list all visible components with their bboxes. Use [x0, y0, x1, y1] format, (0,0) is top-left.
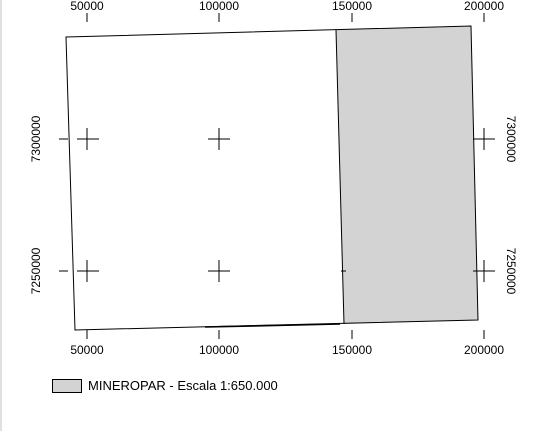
graticule-cross — [473, 260, 495, 282]
map-legend: MINEROPAR - Escala 1:650.000 — [52, 378, 278, 393]
top-tick-label: 200000 — [464, 0, 504, 13]
graticule-cross — [77, 128, 99, 150]
graticule-crosses — [77, 128, 495, 282]
left-tick-label: 7300000 — [29, 115, 43, 162]
right-tick-label: 7300000 — [504, 116, 518, 163]
bottom-tick-label: 150000 — [332, 343, 372, 357]
graticule-cross — [208, 260, 230, 282]
bottom-edge-segment — [204, 323, 341, 328]
left-tick-label: 7250000 — [29, 247, 43, 294]
graticule-cross — [208, 128, 230, 150]
map-frame — [65, 25, 479, 331]
top-tick-marks — [86, 13, 485, 22]
graticule-cross — [77, 260, 99, 282]
bottom-tick-label: 50000 — [70, 343, 104, 357]
bottom-tick-label: 200000 — [464, 343, 504, 357]
graticule-cross — [473, 128, 495, 150]
top-tick-label: 50000 — [70, 0, 104, 13]
mineropar-shaded-region — [336, 26, 478, 324]
top-tick-label: 150000 — [332, 0, 372, 13]
legend-label: MINEROPAR - Escala 1:650.000 — [88, 378, 278, 393]
bottom-tick-marks — [86, 330, 485, 339]
bottom-tick-label: 100000 — [199, 343, 239, 357]
right-tick-marks — [484, 138, 493, 272]
legend-swatch — [52, 378, 82, 393]
left-tick-marks — [59, 138, 68, 272]
region-boundary-line — [335, 29, 345, 325]
right-tick-label: 7250000 — [504, 248, 518, 295]
top-tick-label: 100000 — [199, 0, 239, 13]
page-left-border — [0, 0, 2, 431]
